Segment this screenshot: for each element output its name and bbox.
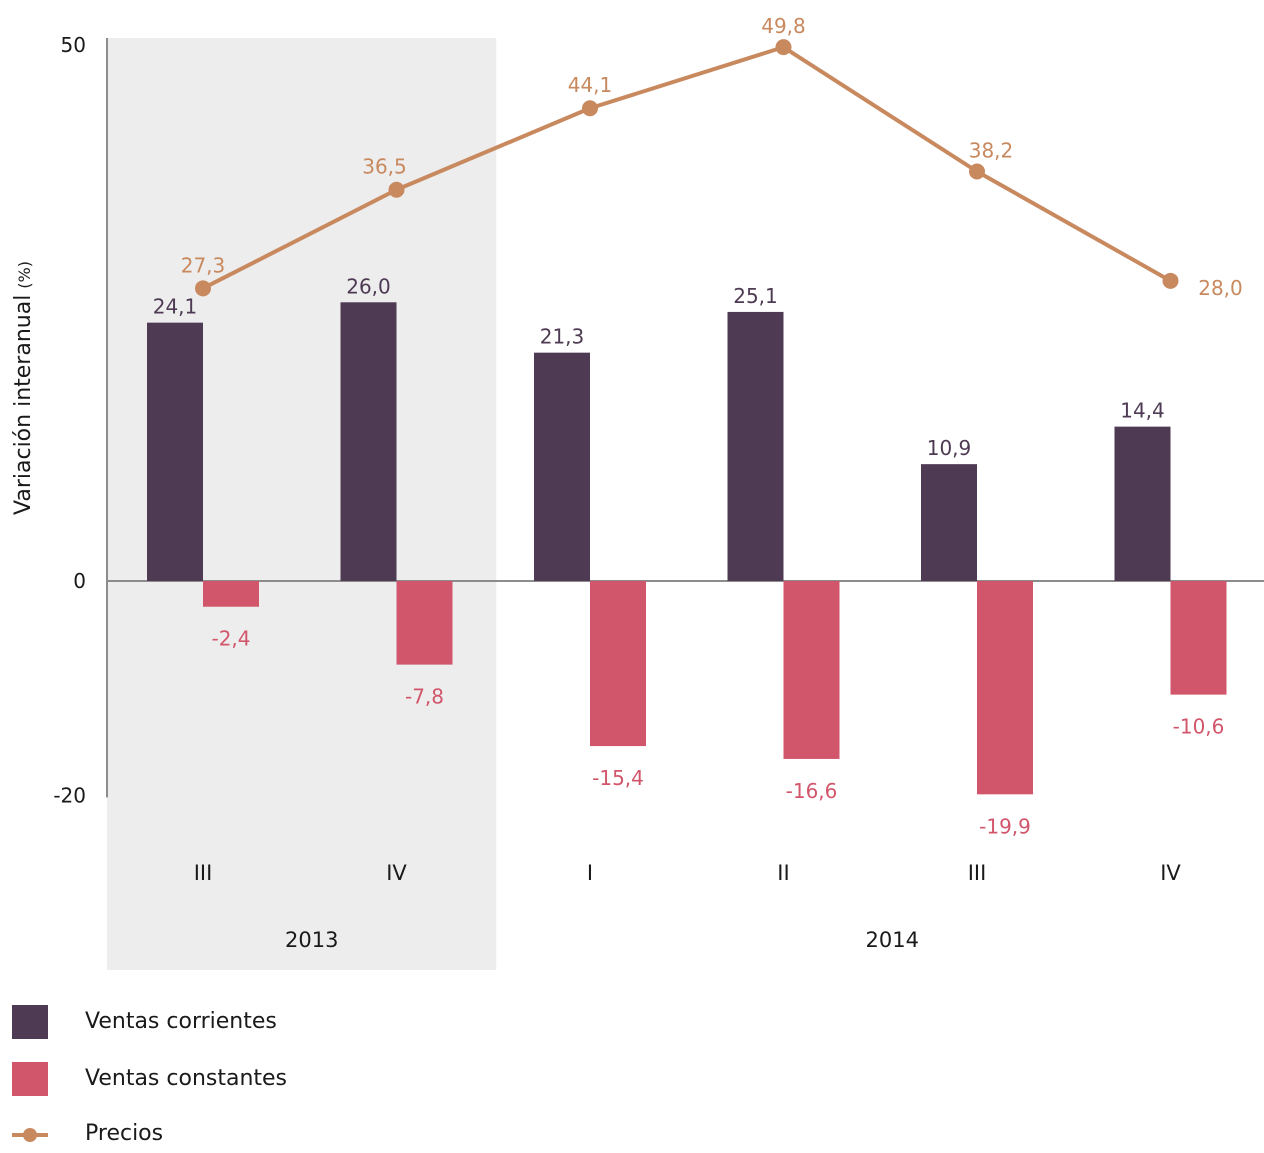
data-label-ventas-corrientes: 26,0 xyxy=(346,274,391,298)
point-precios xyxy=(195,280,211,297)
bar-ventas-corrientes xyxy=(921,464,977,581)
y-tick-label: -20 xyxy=(53,783,86,807)
bar-ventas-constantes xyxy=(977,581,1033,795)
data-label-ventas-constantes: -15,4 xyxy=(592,766,644,790)
x-tick-label: IV xyxy=(386,861,407,885)
data-label-precios: 36,5 xyxy=(362,155,407,179)
x-tick-label: I xyxy=(587,861,593,885)
data-label-ventas-constantes: -10,6 xyxy=(1173,715,1225,739)
bar-ventas-constantes xyxy=(203,581,259,607)
data-label-precios: 38,2 xyxy=(969,138,1014,162)
y-axis-label: Variación interanual(%) xyxy=(11,261,36,515)
y-tick-label: 50 xyxy=(61,33,86,57)
point-precios xyxy=(388,181,405,198)
line-precios xyxy=(202,45,1172,291)
y-tick-label: 0 xyxy=(73,569,86,593)
point-precios xyxy=(582,100,598,117)
bar-ventas-corrientes xyxy=(1114,426,1171,581)
x-tick-label: III xyxy=(968,861,987,885)
x-tick-label: IV xyxy=(1160,861,1181,885)
data-label-ventas-constantes: -19,9 xyxy=(979,814,1031,838)
bar-ventas-corrientes xyxy=(534,352,590,581)
data-label-precios: 27,3 xyxy=(181,253,226,277)
x-group-label: 2014 xyxy=(866,928,919,952)
bar-ventas-corrientes xyxy=(340,302,397,581)
bar-ventas-constantes xyxy=(1170,581,1227,695)
data-label-ventas-corrientes: 14,4 xyxy=(1120,399,1165,423)
point-precios xyxy=(969,163,985,180)
bar-ventas-corrientes xyxy=(147,322,203,581)
point-precios xyxy=(1162,272,1179,289)
data-label-ventas-constantes: -7,8 xyxy=(405,685,444,709)
x-tick-label: II xyxy=(777,861,789,885)
data-label-ventas-corrientes: 21,3 xyxy=(540,325,585,349)
data-label-ventas-corrientes: 24,1 xyxy=(153,295,198,319)
data-label-precios: 49,8 xyxy=(761,14,806,38)
data-label-ventas-corrientes: 10,9 xyxy=(927,436,972,460)
data-label-ventas-constantes: -2,4 xyxy=(211,627,250,651)
x-tick-label: III xyxy=(194,861,213,885)
bar-ventas-constantes xyxy=(396,581,453,665)
data-label-ventas-corrientes: 25,1 xyxy=(733,284,778,308)
x-group-label: 2013 xyxy=(285,928,338,952)
bar-ventas-constantes xyxy=(590,581,646,747)
point-precios xyxy=(775,39,792,56)
bar-ventas-constantes xyxy=(783,581,840,759)
data-label-ventas-constantes: -16,6 xyxy=(786,779,838,803)
data-label-precios: 44,1 xyxy=(568,73,613,97)
bar-ventas-corrientes xyxy=(727,311,784,581)
data-label-precios: 28,0 xyxy=(1198,276,1243,300)
